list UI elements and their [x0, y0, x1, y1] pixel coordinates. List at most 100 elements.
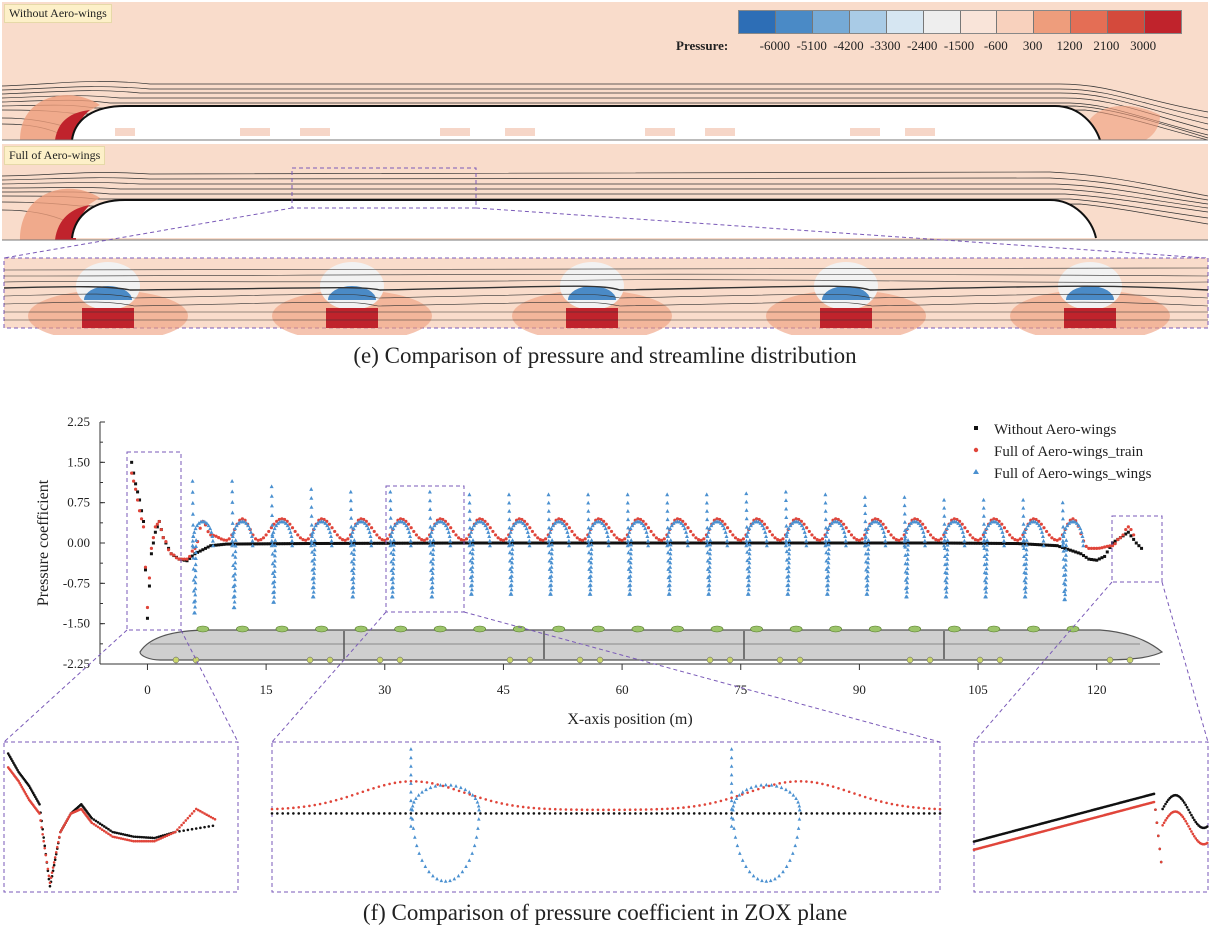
inset-point — [791, 793, 796, 797]
inset-point — [134, 839, 137, 843]
inset-point — [431, 782, 434, 785]
data-point — [643, 526, 648, 531]
data-point — [586, 492, 591, 497]
data-point — [388, 538, 393, 543]
data-point — [625, 500, 630, 505]
data-point — [615, 541, 619, 545]
data-point — [1022, 594, 1027, 599]
data-point — [270, 513, 275, 518]
data-point — [510, 541, 514, 545]
data-point — [824, 567, 829, 571]
data-point — [468, 575, 473, 580]
inset-point — [329, 812, 333, 815]
data-point — [397, 541, 401, 545]
data-point — [986, 523, 991, 528]
inset-point — [213, 818, 217, 821]
data-point — [430, 580, 435, 585]
data-point — [448, 543, 453, 548]
inset-point — [167, 833, 171, 837]
inset-point — [417, 851, 421, 855]
data-point — [681, 519, 685, 523]
data-point — [350, 585, 355, 590]
data-point — [903, 586, 908, 591]
data-point — [713, 541, 717, 545]
data-point — [191, 533, 196, 538]
data-point — [926, 541, 930, 545]
data-point — [786, 569, 791, 574]
data-point — [190, 500, 195, 505]
inset-point — [382, 783, 386, 787]
data-point — [903, 569, 908, 574]
inset-point — [102, 829, 106, 833]
inset-point — [847, 790, 851, 794]
data-point — [233, 543, 238, 548]
x-tick-label: 75 — [734, 682, 747, 697]
data-point — [657, 538, 661, 542]
data-point — [231, 584, 236, 589]
inset-point — [350, 812, 354, 815]
data-point — [137, 509, 142, 513]
inset-point — [90, 816, 94, 820]
data-point — [773, 541, 777, 545]
inset-point — [107, 832, 110, 836]
data-point — [536, 536, 540, 540]
data-point — [1060, 500, 1065, 505]
data-point — [852, 536, 856, 540]
data-point — [309, 531, 314, 536]
data-point — [290, 526, 295, 530]
data-point — [744, 533, 749, 538]
data-point — [666, 558, 671, 563]
inset-point — [634, 812, 637, 815]
bogie-wheel — [1126, 656, 1134, 664]
inset-point — [797, 803, 802, 808]
data-point — [401, 517, 405, 522]
inset-point — [409, 812, 413, 815]
data-point — [1100, 556, 1104, 560]
data-point — [1118, 536, 1123, 540]
bogie-wheel — [1106, 656, 1114, 664]
data-point — [955, 517, 959, 522]
data-point — [1061, 565, 1066, 569]
data-point — [628, 551, 633, 556]
legend-tick-label: -3300 — [870, 38, 901, 53]
inset-point — [837, 812, 840, 815]
data-point — [588, 587, 593, 592]
wing-marker — [394, 625, 407, 633]
data-point — [509, 578, 514, 583]
data-point — [741, 541, 745, 545]
y-tick-label: -0.75 — [63, 575, 90, 590]
data-point — [903, 577, 908, 582]
data-point — [1026, 542, 1029, 546]
data-point — [855, 538, 859, 542]
data-point — [942, 546, 947, 550]
data-point — [796, 519, 801, 524]
inset-point — [759, 783, 763, 787]
data-point — [706, 583, 711, 588]
data-point — [666, 591, 671, 596]
data-point — [973, 538, 978, 542]
inset-point — [414, 812, 418, 815]
x-tick-label: 30 — [378, 682, 391, 697]
inset-point — [797, 807, 802, 812]
data-point — [259, 538, 263, 542]
data-point — [696, 538, 701, 542]
data-point — [1001, 538, 1006, 543]
data-point — [1063, 526, 1068, 531]
inset-point — [207, 825, 211, 828]
inset-point — [361, 790, 365, 794]
data-point — [805, 526, 809, 530]
data-point — [718, 541, 722, 545]
data-point — [193, 586, 198, 591]
inset-point — [532, 806, 536, 810]
inset-point — [660, 807, 664, 811]
data-point — [1030, 542, 1034, 546]
inset-point — [730, 812, 733, 815]
data-point — [327, 522, 332, 526]
data-point — [349, 507, 354, 511]
data-point — [1006, 541, 1010, 545]
data-point — [745, 591, 750, 596]
data-point — [1024, 556, 1029, 561]
bogie-wheel — [976, 656, 984, 664]
inset-point — [858, 794, 862, 797]
data-point — [272, 584, 277, 589]
